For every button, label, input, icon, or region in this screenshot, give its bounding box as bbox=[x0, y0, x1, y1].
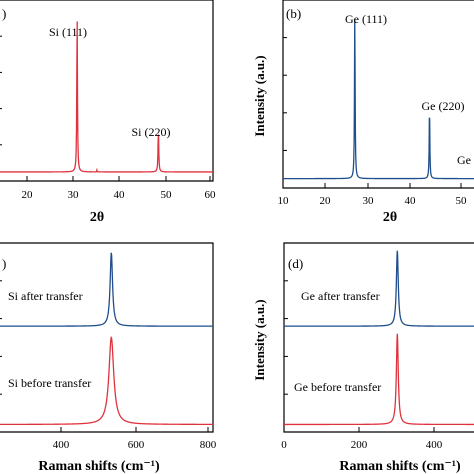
panel-d-tick-label-0: 0 bbox=[281, 439, 287, 451]
panel-a-tick-label-20: 20 bbox=[22, 189, 34, 201]
panel-c-trace-before bbox=[0, 335, 213, 426]
panel-a-tick-label-40: 40 bbox=[114, 189, 126, 201]
panel-d-axes bbox=[283, 242, 474, 433]
panel-a-tick-label-30: 30 bbox=[68, 189, 80, 201]
panel-c-annotation-after: Si after transfer bbox=[8, 289, 83, 303]
panel-a-annotation-si-220: Si (220) bbox=[132, 125, 171, 139]
panel-c-tick-label-800: 800 bbox=[200, 439, 217, 451]
panel-a-tick-label-50: 50 bbox=[161, 189, 173, 201]
panel-d-trace-after bbox=[284, 250, 474, 327]
panel-b-axes bbox=[282, 0, 474, 189]
panel-d-annotation-after: Ge after transfer bbox=[301, 289, 380, 303]
panel-c-tick-label-600: 600 bbox=[128, 439, 145, 451]
panel-b-ylabel: Intensity (a.u.) bbox=[252, 55, 267, 136]
panel-d-label: (d) bbox=[288, 256, 303, 271]
panel-c-ticks bbox=[0, 280, 209, 432]
panel-b-tick-label-20: 20 bbox=[320, 195, 332, 207]
panel-d-annotation-before: Ge before transfer bbox=[294, 380, 381, 394]
panel-b-annotation-ge-111: Ge (111) bbox=[345, 12, 387, 26]
panel-a: 20 30 40 50 60 2θ ) Si (111) Si (220) bbox=[0, 0, 216, 225]
panel-c-trace-after bbox=[0, 252, 213, 327]
panel-d-ticks bbox=[283, 280, 435, 432]
panel-b-ticks bbox=[282, 37, 462, 188]
panel-c-axes bbox=[0, 242, 214, 433]
panel-b-tick-label-50: 50 bbox=[456, 195, 468, 207]
panel-b-annotation-ge: Ge bbox=[457, 153, 471, 167]
panel-b-tick-label-30: 30 bbox=[363, 195, 375, 207]
panel-d-tick-label-400: 400 bbox=[426, 439, 443, 451]
panel-b-trace bbox=[283, 19, 474, 180]
panel-b: 10 20 30 40 50 2θ Intensity (a.u.) (b) G… bbox=[252, 0, 474, 225]
panel-a-label: ) bbox=[2, 6, 6, 21]
panel-c-tick-label-400: 400 bbox=[53, 439, 70, 451]
panel-a-axes bbox=[0, 0, 214, 182]
panel-c-label: ) bbox=[2, 256, 6, 271]
panel-a-xlabel: 2θ bbox=[90, 210, 104, 225]
panel-c-xlabel: Raman shifts (cm⁻¹) bbox=[38, 459, 160, 474]
panel-b-label: (b) bbox=[286, 6, 301, 21]
panel-a-tick-label-60: 60 bbox=[205, 189, 217, 201]
panel-b-tick-label-40: 40 bbox=[405, 195, 417, 207]
panel-b-tick-label-10: 10 bbox=[278, 195, 290, 207]
panel-c-annotation-before: Si before transfer bbox=[8, 376, 91, 390]
panel-a-annotation-si-111: Si (111) bbox=[49, 25, 87, 39]
panel-d-tick-label-200: 200 bbox=[351, 439, 368, 451]
panel-a-ticks bbox=[0, 35, 211, 181]
panel-d: 0 200 400 Raman shifts (cm⁻¹) Intensity … bbox=[252, 242, 474, 474]
panel-b-xlabel: 2θ bbox=[383, 210, 397, 225]
panel-a-trace bbox=[0, 21, 213, 173]
panel-b-annotation-ge-220: Ge (220) bbox=[422, 99, 465, 113]
panel-d-xlabel: Raman shifts (cm⁻¹) bbox=[339, 459, 461, 474]
panel-d-ylabel: Intensity (a.u.) bbox=[252, 299, 267, 380]
panel-d-trace-before bbox=[284, 333, 474, 426]
panel-c: 400 600 800 Raman shifts (cm⁻¹) ) Si aft… bbox=[0, 242, 217, 474]
